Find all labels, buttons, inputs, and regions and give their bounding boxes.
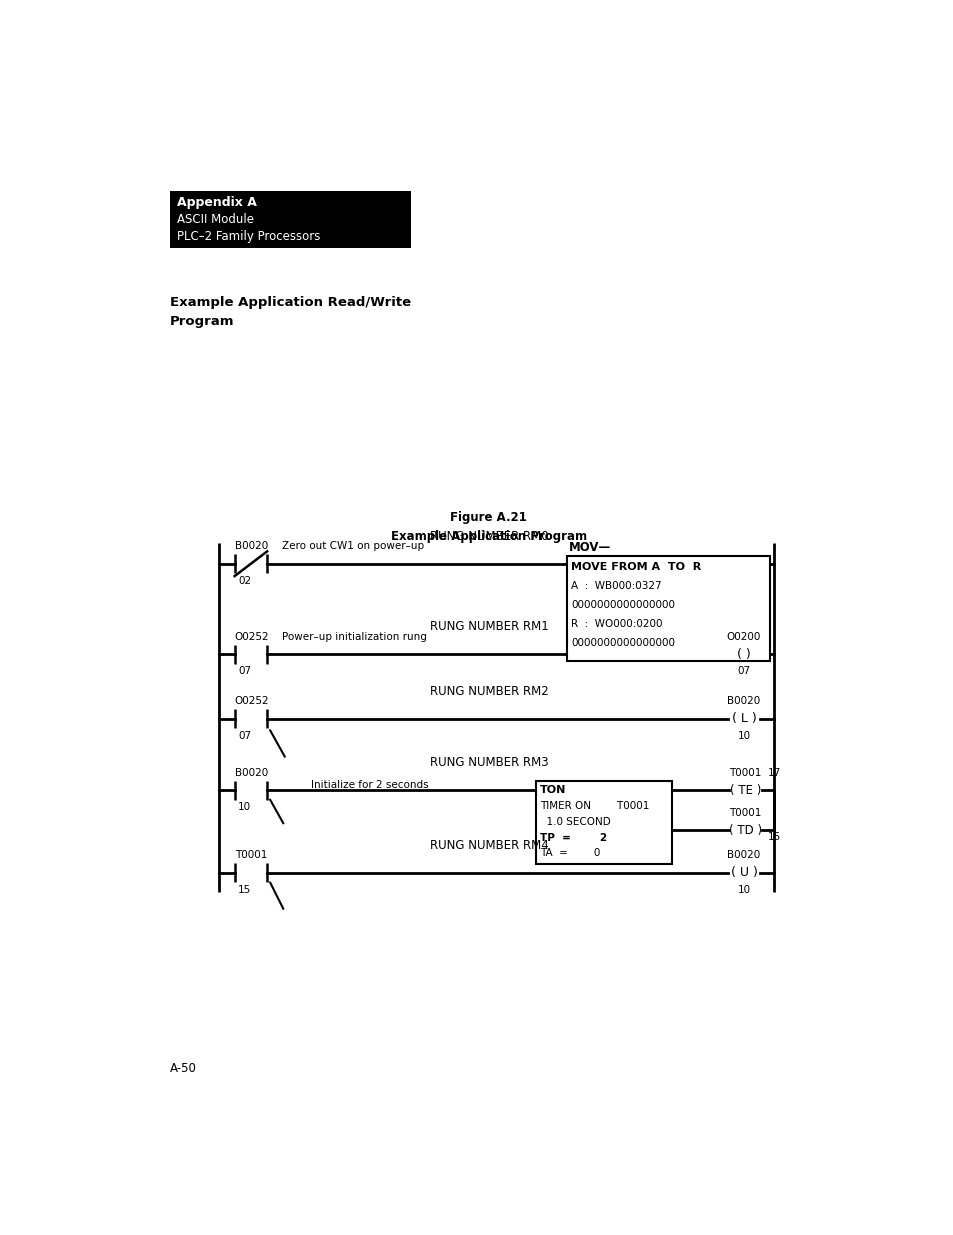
Text: RUNG NUMBER RM0: RUNG NUMBER RM0	[429, 530, 548, 543]
Text: RUNG NUMBER RM2: RUNG NUMBER RM2	[429, 685, 548, 698]
Text: RUNG NUMBER RM1: RUNG NUMBER RM1	[429, 620, 548, 634]
Text: 07: 07	[737, 667, 750, 677]
Text: ( TE ): ( TE )	[729, 783, 760, 797]
Text: Power–up initialization rung: Power–up initialization rung	[281, 632, 426, 642]
Text: O0252: O0252	[234, 632, 269, 642]
Text: O0200: O0200	[726, 632, 760, 642]
Text: 17: 17	[767, 768, 781, 778]
Bar	[535, 781, 672, 864]
Text: TA  =        0: TA = 0	[539, 848, 599, 858]
Text: R  :  WO000:0200: R : WO000:0200	[571, 619, 661, 629]
Text: Example Application Program: Example Application Program	[391, 530, 586, 542]
Text: ( ): ( )	[737, 647, 750, 661]
Text: 10: 10	[737, 885, 750, 895]
Text: B0020: B0020	[234, 541, 268, 551]
Text: 0000000000000000: 0000000000000000	[571, 600, 675, 610]
Text: B0020: B0020	[726, 697, 760, 706]
Text: 1.0 SECOND: 1.0 SECOND	[539, 816, 610, 827]
Text: MOV—: MOV—	[568, 541, 610, 555]
Text: T0001: T0001	[728, 808, 760, 818]
Text: ( TD ): ( TD )	[728, 824, 761, 836]
Bar	[170, 191, 411, 248]
Text: Example Application Read/Write: Example Application Read/Write	[170, 295, 410, 309]
Text: 07: 07	[238, 667, 252, 677]
Text: 0000000000000000: 0000000000000000	[571, 638, 675, 648]
Text: 07: 07	[238, 731, 252, 741]
Text: Appendix A: Appendix A	[176, 196, 256, 209]
Text: TP  =        2: TP = 2	[539, 832, 606, 842]
Text: ( L ): ( L )	[731, 713, 756, 725]
Text: T0001: T0001	[234, 851, 267, 861]
Text: 02: 02	[238, 576, 252, 587]
Text: TIMER ON        T0001: TIMER ON T0001	[539, 802, 649, 811]
Text: PLC–2 Family Processors: PLC–2 Family Processors	[176, 230, 320, 243]
Text: B0020: B0020	[234, 768, 268, 778]
Text: T0001: T0001	[728, 768, 760, 778]
Text: A  :  WB000:0327: A : WB000:0327	[571, 580, 661, 590]
Text: MOVE FROM A  TO  R: MOVE FROM A TO R	[571, 562, 700, 572]
Bar	[566, 556, 769, 661]
Text: O0252: O0252	[234, 697, 269, 706]
Text: Figure A.21: Figure A.21	[450, 511, 527, 525]
Text: 10: 10	[238, 803, 252, 813]
Text: Program: Program	[170, 315, 233, 327]
Text: Initialize for 2 seconds: Initialize for 2 seconds	[311, 781, 429, 790]
Text: 15: 15	[238, 885, 252, 895]
Text: ( U ): ( U )	[730, 866, 757, 879]
Text: B0020: B0020	[726, 851, 760, 861]
Text: TON: TON	[539, 785, 566, 795]
Text: Zero out CW1 on power–up: Zero out CW1 on power–up	[281, 541, 423, 551]
Text: A-50: A-50	[170, 1062, 196, 1076]
Text: RUNG NUMBER RM3: RUNG NUMBER RM3	[429, 756, 548, 769]
Text: 10: 10	[737, 731, 750, 741]
Text: ASCII Module: ASCII Module	[176, 212, 253, 226]
Text: 15: 15	[767, 832, 781, 842]
Text: RUNG NUMBER RM4: RUNG NUMBER RM4	[429, 839, 548, 852]
